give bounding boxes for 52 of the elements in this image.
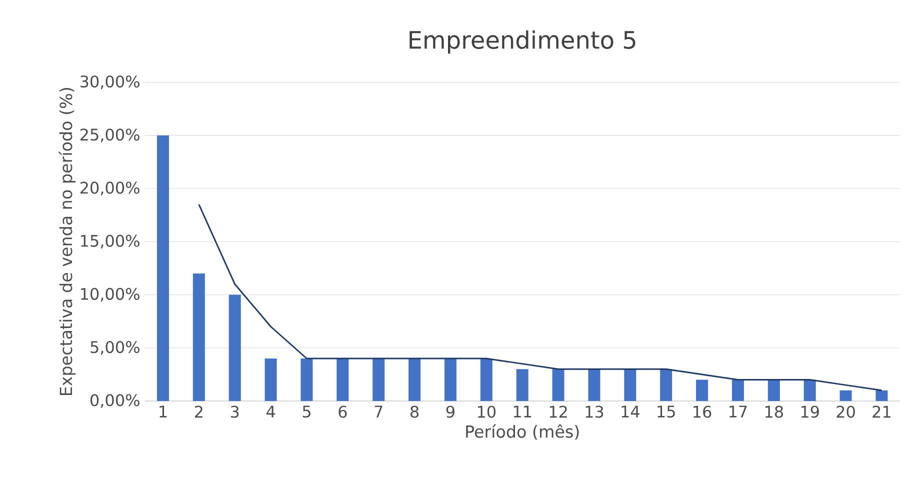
x-axis-title: Período (mês) — [466, 424, 579, 440]
x-tick-label: 14 — [622, 406, 640, 418]
x-tick-label: 21 — [872, 406, 890, 418]
y-axis-title: Expectativa de venda no período (%) — [58, 88, 76, 396]
bar — [876, 390, 888, 401]
x-tick-label: 12 — [550, 406, 567, 418]
x-tick-label: 13 — [586, 406, 604, 418]
bar — [588, 369, 600, 401]
bar — [840, 390, 852, 401]
x-tick-label: 7 — [374, 406, 382, 418]
y-tick-label: 25,00% — [80, 128, 140, 142]
bar — [804, 380, 816, 401]
y-tick-label: 10,00% — [81, 288, 140, 302]
y-tick-label: 0,00% — [90, 394, 140, 408]
y-tick-label: 20,00% — [80, 182, 140, 196]
bar — [768, 380, 780, 401]
x-tick-label: 3 — [230, 406, 239, 418]
bar — [336, 358, 349, 401]
x-tick-label: 11 — [514, 406, 532, 418]
x-tick-label: 18 — [765, 406, 783, 418]
x-tick-label: 4 — [266, 406, 275, 418]
x-tick-label: 5 — [302, 406, 310, 418]
bar — [732, 380, 744, 401]
bar — [264, 358, 277, 401]
bar — [624, 369, 636, 401]
x-tick-label: 6 — [338, 406, 347, 418]
x-tick-label: 9 — [446, 406, 454, 418]
bar — [516, 369, 528, 401]
x-tick-label: 19 — [801, 406, 819, 418]
x-tick-label: 10 — [478, 406, 496, 418]
chart-title: Empreendimento 5 — [410, 30, 636, 54]
bar — [192, 274, 205, 401]
x-tick-label: 2 — [194, 406, 202, 418]
bar — [660, 369, 672, 401]
y-tick-label: 15,00% — [81, 234, 140, 249]
x-tick-label: 17 — [730, 406, 747, 418]
bar — [300, 358, 313, 401]
y-tick-label: 5,00% — [90, 341, 140, 355]
x-tick-label: 1 — [160, 406, 167, 418]
bar — [444, 358, 456, 401]
bar — [480, 358, 492, 401]
x-tick-label: 16 — [694, 406, 712, 418]
y-tick-label: 30,00% — [80, 75, 140, 90]
x-tick-label: 15 — [658, 406, 675, 418]
bar — [156, 135, 169, 401]
bar — [552, 369, 564, 401]
bar — [408, 358, 421, 401]
bar — [696, 380, 708, 401]
bar — [228, 294, 241, 401]
x-tick-label: 8 — [410, 406, 419, 418]
x-tick-label: 20 — [836, 406, 855, 418]
bar — [372, 358, 385, 401]
